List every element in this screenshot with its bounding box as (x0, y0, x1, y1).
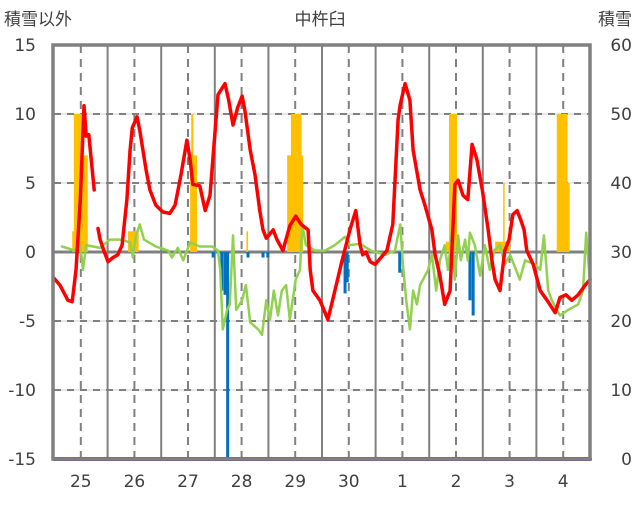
x-tick-label: 28 (231, 472, 253, 492)
x-tick-label: 27 (177, 472, 199, 492)
blue-bar (471, 252, 475, 316)
x-axis-ticks: 25 26 27 28 29 30 1 2 3 4 (70, 472, 569, 492)
blue-bar (223, 252, 227, 295)
x-tick-label: 30 (338, 472, 360, 492)
right-tick-label: 30 (610, 243, 632, 263)
snow-bar (495, 241, 511, 252)
x-tick-label: 2 (451, 472, 462, 492)
snow-bar (81, 155, 88, 252)
x-tick-label: 1 (397, 472, 408, 492)
blue-bar (343, 252, 347, 294)
red-series-line (52, 81, 592, 322)
snow-bar (449, 114, 458, 252)
snow-bar (565, 183, 570, 252)
blue-bar (220, 252, 224, 291)
right-axis-ticks: 0 10 20 30 40 50 60 (610, 36, 632, 470)
right-tick-label: 20 (610, 312, 632, 332)
x-tick-label: 3 (504, 472, 515, 492)
left-tick-label: -15 (8, 450, 36, 470)
blue-bar (261, 252, 265, 258)
left-tick-label: 5 (25, 174, 36, 194)
snow-bar (72, 231, 75, 252)
right-tick-label: 0 (621, 450, 632, 470)
blue-bar (246, 252, 250, 258)
plot-frame (51, 43, 592, 461)
blue-bar (226, 252, 230, 459)
snow-bar (556, 114, 568, 252)
left-tick-label: 15 (14, 36, 36, 56)
snow-bar (290, 114, 302, 252)
right-tick-label: 50 (610, 105, 632, 125)
right-axis-title: 積雪 (598, 10, 632, 30)
blue-bar (266, 252, 270, 258)
snow-bar (127, 231, 139, 252)
x-tick-label: 26 (124, 472, 146, 492)
left-axis-title: 積雪以外 (4, 10, 72, 30)
green-series-line (60, 223, 592, 337)
left-tick-label: 10 (14, 105, 36, 125)
x-tick-label: 25 (70, 472, 92, 492)
right-tick-label: 10 (610, 381, 632, 401)
left-tick-label: -5 (19, 312, 36, 332)
blue-bar (211, 252, 215, 258)
snow-bar (73, 114, 82, 252)
left-tick-label: 0 (25, 243, 36, 263)
x-tick-label: 29 (284, 472, 306, 492)
x-tick-label: 4 (558, 472, 569, 492)
blue-bar (398, 252, 402, 273)
snow-bar (503, 183, 505, 252)
blue-bar (345, 252, 349, 283)
chart-title: 中杵臼 (295, 10, 346, 30)
snow-bar (190, 155, 198, 252)
right-tick-label: 40 (610, 174, 632, 194)
left-axis-ticks: -15 -10 -5 0 5 10 15 (8, 36, 36, 470)
blue-bar (468, 252, 472, 301)
right-tick-label: 60 (610, 36, 632, 56)
snow-bar (246, 231, 249, 252)
left-tick-label: -10 (8, 381, 36, 401)
